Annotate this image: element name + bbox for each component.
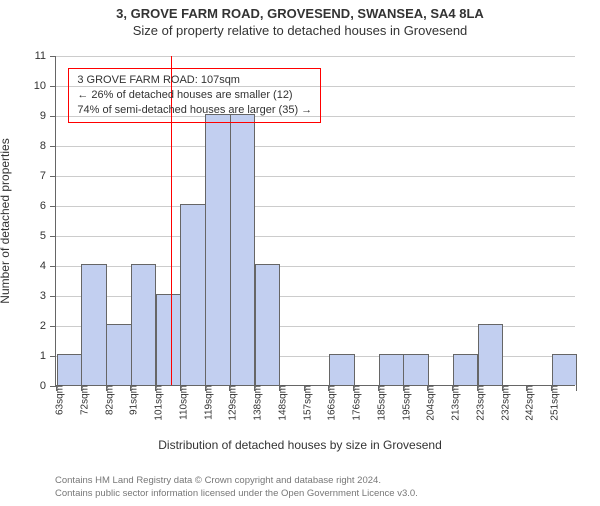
annotation-line: 3 GROVE FARM ROAD: 107sqm xyxy=(77,73,312,88)
annotation-line: ← 26% of detached houses are smaller (12… xyxy=(77,88,312,103)
histogram-bar xyxy=(156,294,182,385)
x-tick-label: 242sqm xyxy=(517,385,536,421)
y-tick-label: 2 xyxy=(40,320,56,332)
gridline-h xyxy=(56,176,575,177)
y-tick-label: 7 xyxy=(40,170,56,182)
x-tick-label: 72sqm xyxy=(71,385,90,415)
histogram-bar xyxy=(180,204,206,385)
histogram-bar xyxy=(205,114,231,385)
y-tick-label: 11 xyxy=(35,50,56,62)
x-tick-label: 157sqm xyxy=(294,385,313,421)
x-tick-label: 63sqm xyxy=(47,385,66,415)
y-tick-label: 6 xyxy=(40,200,56,212)
histogram-bar xyxy=(131,264,157,385)
x-tick-label: 101sqm xyxy=(146,385,165,421)
x-tick-label: 251sqm xyxy=(542,385,561,421)
plot-area: 0123456789101163sqm72sqm82sqm91sqm101sqm… xyxy=(55,56,575,386)
y-axis-label: Number of detached properties xyxy=(0,138,12,303)
histogram-bar xyxy=(453,354,479,385)
x-tick-label: 185sqm xyxy=(368,385,387,421)
x-tick-label: 232sqm xyxy=(492,385,511,421)
x-tick-label: 91sqm xyxy=(121,385,140,415)
x-tick-label: 213sqm xyxy=(443,385,462,421)
x-axis-label: Distribution of detached houses by size … xyxy=(0,438,600,452)
histogram-bar xyxy=(478,324,504,385)
x-tick-label: 195sqm xyxy=(393,385,412,421)
histogram-bar xyxy=(403,354,429,385)
x-tick xyxy=(576,385,577,391)
histogram-bar xyxy=(106,324,132,385)
histogram-bar xyxy=(379,354,405,385)
annotation-box: 3 GROVE FARM ROAD: 107sqm← 26% of detach… xyxy=(68,68,321,123)
x-tick-label: 82sqm xyxy=(96,385,115,415)
x-tick-label: 223sqm xyxy=(467,385,486,421)
x-tick-label: 166sqm xyxy=(319,385,338,421)
title-address: 3, GROVE FARM ROAD, GROVESEND, SWANSEA, … xyxy=(0,6,600,21)
y-tick-label: 5 xyxy=(40,230,56,242)
histogram-bar xyxy=(230,114,256,385)
histogram-bar xyxy=(81,264,107,385)
histogram-bar xyxy=(255,264,281,385)
x-tick-label: 176sqm xyxy=(344,385,363,421)
gridline-h xyxy=(56,236,575,237)
x-tick-label: 129sqm xyxy=(220,385,239,421)
gridline-h xyxy=(56,56,575,57)
y-tick-label: 4 xyxy=(40,260,56,272)
title-subtitle: Size of property relative to detached ho… xyxy=(0,23,600,38)
x-tick-label: 204sqm xyxy=(418,385,437,421)
y-tick-label: 9 xyxy=(40,110,56,122)
histogram-bar xyxy=(552,354,578,385)
chart-container: 0123456789101163sqm72sqm82sqm91sqm101sqm… xyxy=(55,56,575,426)
x-tick-label: 119sqm xyxy=(195,385,214,420)
footer-attribution: Contains HM Land Registry data © Crown c… xyxy=(55,475,418,500)
x-tick-label: 110sqm xyxy=(170,385,189,420)
annotation-line: 74% of semi-detached houses are larger (… xyxy=(77,103,312,118)
histogram-bar xyxy=(329,354,355,385)
gridline-h xyxy=(56,146,575,147)
x-tick-label: 138sqm xyxy=(245,385,264,421)
footer-line1: Contains HM Land Registry data © Crown c… xyxy=(55,475,418,487)
histogram-bar xyxy=(57,354,83,385)
y-tick-label: 8 xyxy=(40,140,56,152)
y-tick-label: 1 xyxy=(40,350,56,362)
gridline-h xyxy=(56,206,575,207)
footer-line2: Contains public sector information licen… xyxy=(55,488,418,500)
y-tick-label: 3 xyxy=(40,290,56,302)
x-tick-label: 148sqm xyxy=(269,385,288,421)
y-tick-label: 10 xyxy=(34,80,56,92)
